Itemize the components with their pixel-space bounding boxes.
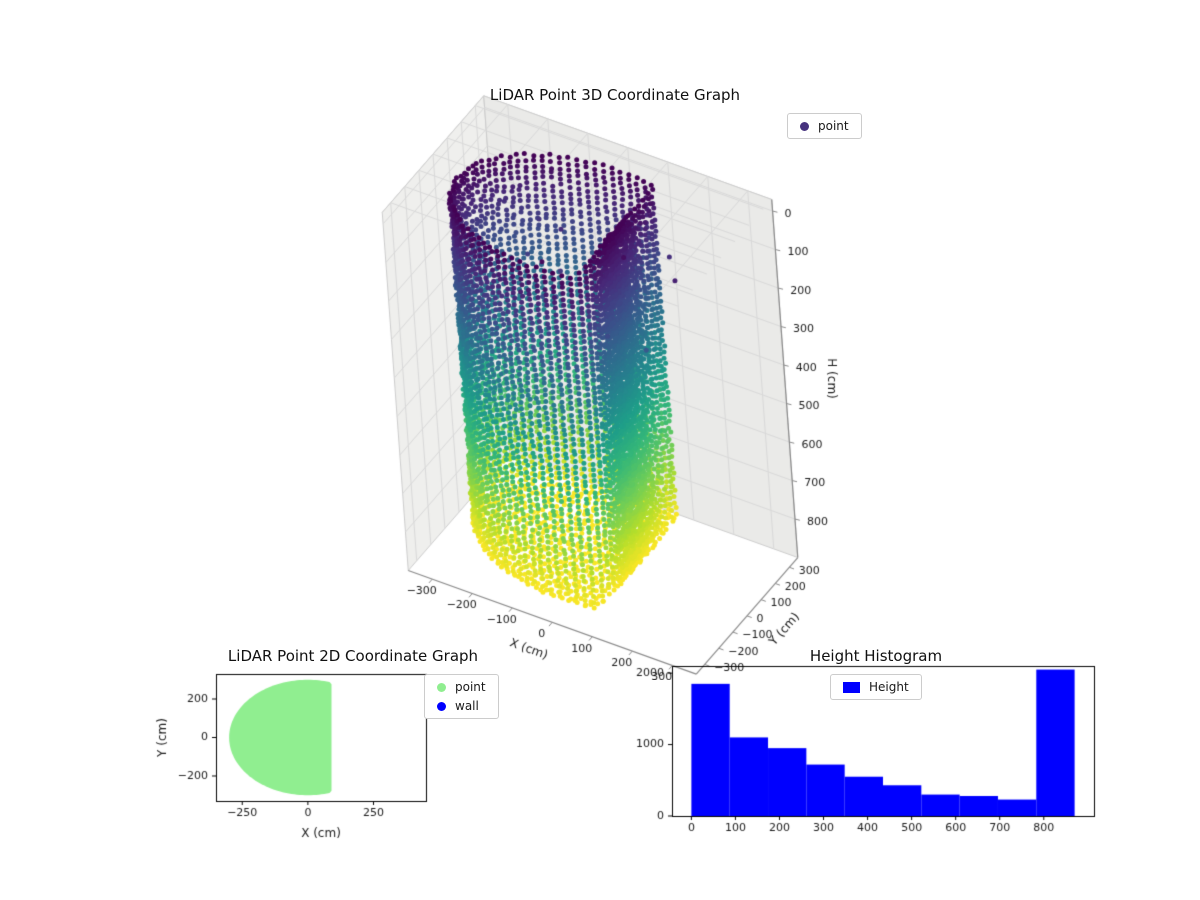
- legend-label-wall: wall: [455, 699, 479, 713]
- height-bar-marker-icon: [843, 681, 860, 693]
- plot3d-scatter-canvas: [280, 80, 920, 680]
- legend-label-height: Height: [869, 680, 909, 694]
- plot3d-legend: point: [787, 113, 862, 139]
- plot2d-title: LiDAR Point 2D Coordinate Graph: [227, 647, 479, 665]
- histogram-title: Height Histogram: [809, 647, 943, 665]
- legend-label-point: point: [455, 680, 486, 694]
- legend-item-wall: wall: [437, 699, 486, 713]
- legend-item-height: Height: [843, 680, 909, 694]
- plot2d-scatter-canvas: [140, 650, 470, 845]
- legend-label-point: point: [818, 119, 849, 133]
- legend-item-point: point: [800, 119, 849, 133]
- point-marker-icon: [437, 682, 446, 692]
- wall-marker-icon: [437, 701, 446, 711]
- plot2d-legend: point wall: [424, 674, 499, 719]
- point-marker-icon: [800, 121, 809, 131]
- legend-item-point: point: [437, 680, 486, 694]
- histogram-legend: Height: [830, 674, 922, 700]
- plot3d-title: LiDAR Point 3D Coordinate Graph: [489, 86, 741, 104]
